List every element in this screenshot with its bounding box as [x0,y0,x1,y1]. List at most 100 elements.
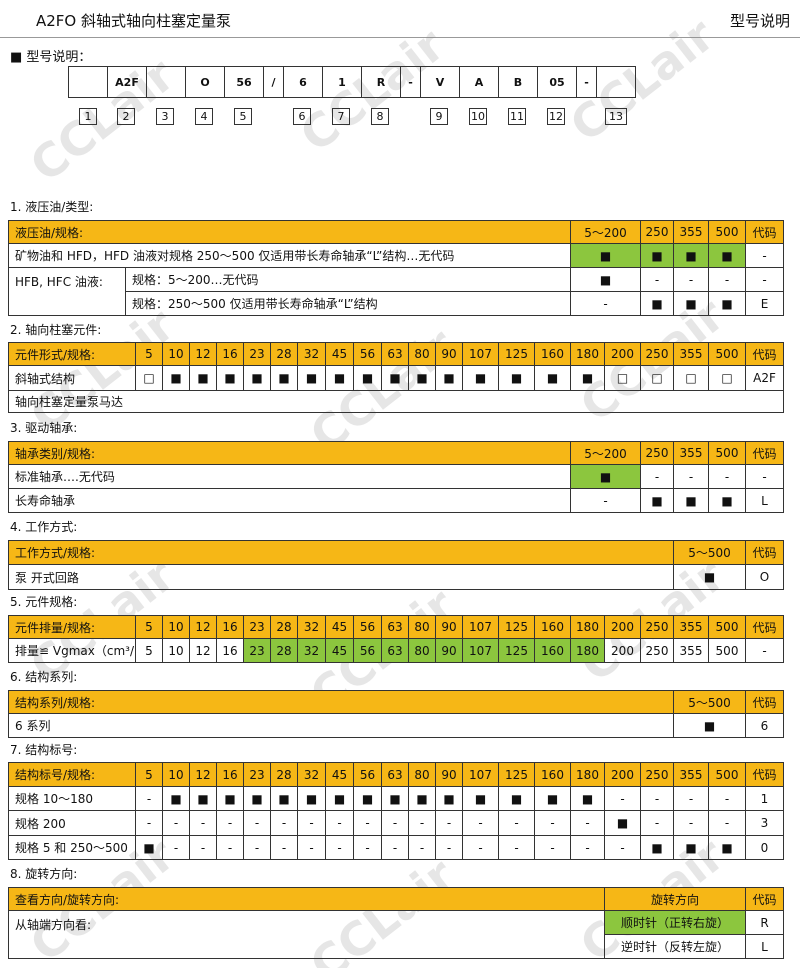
table-cell: 107 [462,638,499,663]
position-number: 13 [605,108,627,125]
table-cell: ■ [570,243,641,268]
table-cell: 90 [435,638,463,663]
header-cell: 45 [325,615,354,639]
table-cell: ■ [673,713,746,738]
table-cell: - [708,810,746,836]
table-cell: ■ [673,243,709,268]
table-cell: ■ [297,365,326,391]
table-cell: 排量≌ Vgmax（cm³/r） [8,638,136,663]
table-cell: - [353,835,382,860]
table-cell: ■ [408,786,436,811]
table-cell: - [216,810,244,836]
header-cell: 63 [381,615,409,639]
empty-box [68,66,108,98]
table-cell: - [498,835,535,860]
table-cell: 规格 200 [8,810,136,836]
table-cell: L [745,488,784,513]
table-cell: - [462,835,499,860]
table-cell: - [162,835,190,860]
table-cell: - [640,267,674,292]
header-cell: 90 [435,342,463,366]
table-cell: ■ [708,291,746,316]
empty-box [146,66,186,98]
code-box: O [185,66,225,98]
header-cell: 10 [162,342,190,366]
table-cell: O [745,564,784,590]
table-cell: 6 [745,713,784,738]
table-cell: 12 [189,638,217,663]
table-cell: 泵 开式回路 [8,564,674,590]
header-cell: 500 [708,615,746,639]
table-cell: - [498,810,535,836]
code-box: A [459,66,499,98]
header-cell: 23 [243,342,271,366]
header-cell: 代码 [745,887,784,911]
table-cell: - [745,243,784,268]
table-cell: 200 [604,638,641,663]
header-cell: 查看方向/旋转方向: [8,887,605,911]
header-cell: 90 [435,762,463,787]
table-cell: - [243,835,271,860]
code-box: - [400,66,421,98]
table-cell: - [570,488,641,513]
header-cell: 80 [408,762,436,787]
header-cell: 代码 [745,690,784,714]
table-cell: - [408,835,436,860]
code-box: R [361,66,401,98]
header-cell: 80 [408,342,436,366]
header-cell: 5～500 [673,690,746,714]
header-cell: 32 [297,615,326,639]
table-cell: 500 [708,638,746,663]
table-cell: ■ [189,786,217,811]
table-cell: - [708,267,746,292]
table-cell: 轴向柱塞定量泵马达 [8,390,784,413]
header-cell: 355 [673,762,709,787]
table-cell: ■ [640,291,674,316]
model-label: ■ 型号说明： [10,50,92,65]
table-cell: 250 [640,638,674,663]
header-cell: 45 [325,762,354,787]
table-cell: - [640,464,674,489]
table-cell: 规格：5～200…无代码 [125,267,571,292]
table-cell: ■ [435,786,463,811]
table-cell: ■ [435,365,463,391]
header-cell: 32 [297,762,326,787]
header-cell: 107 [462,342,499,366]
header-cell: 工作方式/规格: [8,540,674,565]
table-cell: ■ [135,835,163,860]
table-cell: - [270,810,298,836]
code-box: B [498,66,538,98]
header-cell: 250 [640,342,674,366]
table-cell: ■ [534,365,571,391]
table-cell: - [435,810,463,836]
table-cell: - [570,835,605,860]
section-title: 3. 驱动轴承: [10,421,78,435]
table-cell: 6 系列 [8,713,674,738]
table-cell: - [408,810,436,836]
header-cell: 90 [435,615,463,639]
table-cell: ■ [216,786,244,811]
code-box: - [576,66,597,98]
table-cell: - [381,810,409,836]
table-cell: - [135,810,163,836]
table-cell: ■ [534,786,571,811]
table-cell: 180 [570,638,605,663]
header-cell: 12 [189,615,217,639]
position-number: 12 [547,108,565,125]
table-cell: 45 [325,638,354,663]
table-cell: □ [604,365,641,391]
table-cell: ■ [498,365,535,391]
table-cell: 斜轴式结构 [8,365,136,391]
table-cell: 1 [745,786,784,811]
section-title: 5. 元件规格: [10,595,78,609]
header-cell: 355 [673,342,709,366]
table-cell: 规格：250～500 仅适用带长寿命轴承“L”结构 [125,291,571,316]
header-cell: 12 [189,762,217,787]
doc-subtitle: 型号说明 [729,12,790,30]
header-cell: 160 [534,342,571,366]
table-cell: - [435,835,463,860]
table-cell: ■ [353,365,382,391]
table-cell: - [745,638,784,663]
header-cell: 12 [189,342,217,366]
